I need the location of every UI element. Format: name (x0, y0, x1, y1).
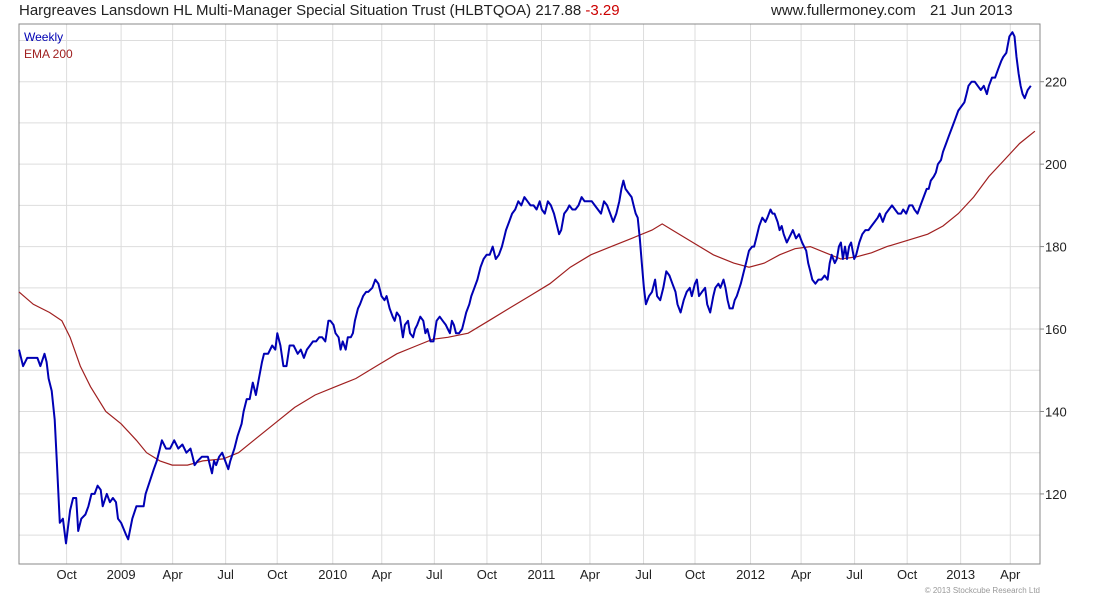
y-axis-ticks: 120 140 160 180 200 220 (1040, 75, 1067, 502)
x-tick-label: 2010 (318, 567, 347, 582)
y-tick-label: 160 (1045, 322, 1067, 337)
x-tick-label: 2009 (107, 567, 136, 582)
x-tick-label: Oct (56, 567, 77, 582)
x-tick-label: Jul (217, 567, 234, 582)
x-tick-label: Jul (846, 567, 863, 582)
x-tick-label: Apr (163, 567, 184, 582)
x-tick-label: 2012 (736, 567, 765, 582)
weekly-series-line (18, 31, 1032, 545)
source-site: www.fullermoney.com (771, 2, 916, 19)
y-tick-label: 180 (1045, 240, 1067, 255)
x-tick-label: Apr (372, 567, 393, 582)
chart-header: Hargreaves Lansdown HL Multi-Manager Spe… (19, 2, 620, 19)
plot-border (18, 23, 1041, 565)
y-tick-label: 200 (1045, 157, 1067, 172)
x-tick-label: Apr (580, 567, 601, 582)
last-price: 217.88 (535, 2, 582, 19)
chart-title: Hargreaves Lansdown HL Multi-Manager Spe… (19, 2, 532, 19)
x-axis-ticks: Oct 2009 Apr Jul Oct 2010 Apr Jul Oct 2011 Apr Jul O… (56, 567, 1021, 582)
legend-weekly: Weekly (24, 30, 64, 44)
x-tick-label: Oct (477, 567, 498, 582)
x-tick-label: Jul (635, 567, 652, 582)
x-tick-label: Jul (426, 567, 443, 582)
price-change: -3.29 (585, 2, 620, 19)
x-tick-label: Oct (685, 567, 706, 582)
x-tick-label: 2011 (527, 567, 555, 582)
x-tick-label: Oct (267, 567, 288, 582)
x-tick-label: 2013 (946, 567, 975, 582)
x-tick-label: Apr (791, 567, 812, 582)
y-tick-label: 140 (1045, 404, 1067, 419)
copyright-notice: © 2013 Stockcube Research Ltd (924, 586, 1040, 595)
horizontal-gridlines (19, 39, 1040, 536)
vertical-gridlines (66, 24, 1011, 564)
chart-date: 21 Jun 2013 (930, 2, 1013, 19)
legend-ema-200: EMA 200 (24, 47, 73, 61)
y-tick-label: 220 (1045, 75, 1067, 90)
x-tick-label: Apr (1000, 567, 1021, 582)
y-tick-label: 120 (1045, 487, 1067, 502)
x-tick-label: Oct (897, 567, 918, 582)
ema-200-series-line (18, 130, 1036, 466)
